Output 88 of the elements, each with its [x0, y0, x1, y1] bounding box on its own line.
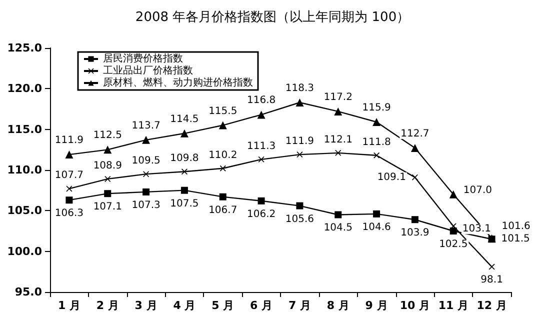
point — [180, 129, 188, 138]
point — [450, 228, 457, 234]
legend-label: 原材料、燃料、动力购进价格指数 — [103, 76, 253, 88]
point — [449, 190, 458, 198]
x-tick-label: 6 月 — [250, 299, 273, 312]
point — [258, 197, 265, 204]
data-label: 102.5 — [439, 239, 468, 250]
x-tick-label: 11 月 — [438, 299, 468, 312]
data-label: 115.9 — [362, 102, 391, 114]
data-label: 104.5 — [324, 222, 352, 234]
y-tick-label: 115.0 — [7, 122, 42, 136]
point — [220, 165, 226, 172]
point — [104, 146, 112, 154]
point — [296, 98, 304, 106]
point — [142, 136, 150, 144]
point — [411, 216, 418, 224]
point — [334, 211, 342, 218]
legend-label: 工业品出厂价格指数 — [103, 64, 193, 76]
x-tick-label: 9 月 — [365, 299, 388, 312]
x-tick-label: 4 月 — [173, 299, 196, 312]
legend-label: 居民消费价格指数 — [103, 52, 183, 64]
y-tick-label: 95.0 — [14, 286, 42, 298]
data-label: 116.8 — [246, 95, 276, 106]
data-label: 101.6 — [502, 220, 530, 232]
data-label: 112.5 — [93, 130, 122, 142]
point — [104, 176, 111, 182]
point — [104, 190, 112, 198]
data-label: 98.1 — [480, 274, 503, 286]
point — [257, 110, 266, 119]
data-label: 110.2 — [208, 150, 238, 161]
x-tick-label: 1 月 — [58, 299, 80, 312]
point — [334, 107, 342, 116]
data-label: 117.2 — [324, 92, 352, 103]
x-tick-label: 12 月 — [476, 299, 507, 312]
data-label: 106.3 — [54, 208, 84, 220]
point — [218, 121, 227, 130]
data-label: 101.5 — [501, 234, 530, 245]
chart-title: 2008 年各月价格指数图（以上年同期为 100） — [135, 10, 410, 25]
point — [66, 186, 72, 192]
point — [410, 144, 419, 152]
data-label: 106.7 — [208, 204, 238, 216]
y-tick-label: 105.0 — [7, 204, 42, 218]
data-label: 114.5 — [170, 114, 199, 125]
data-label: 103.9 — [400, 228, 430, 239]
data-label: 103.1 — [462, 224, 492, 235]
data-label: 109.8 — [170, 153, 199, 164]
data-label: 112.7 — [400, 128, 430, 140]
point — [488, 264, 495, 270]
data-label: 111.8 — [362, 136, 391, 148]
point — [219, 193, 226, 200]
data-label: 118.3 — [285, 82, 314, 94]
y-tick-label: 125.0 — [7, 42, 42, 54]
y-tick-label: 100.0 — [7, 244, 42, 258]
x-tick-label: 3 月 — [134, 299, 158, 312]
y-tick-label: 110.0 — [7, 164, 42, 176]
x-tick-label: 10 月 — [400, 299, 430, 312]
data-label: 105.6 — [285, 214, 314, 225]
data-label: 108.9 — [93, 160, 122, 172]
data-label: 104.6 — [362, 222, 391, 233]
x-tick-label: 5 月 — [212, 299, 234, 312]
point — [372, 118, 381, 126]
data-label: 109.5 — [132, 156, 160, 167]
x-tick-label: 7 月 — [288, 299, 311, 312]
x-tick-label: 8 月 — [326, 299, 350, 312]
data-label: 111.9 — [54, 135, 84, 146]
y-tick-label: 120.0 — [7, 82, 42, 96]
data-label: 115.5 — [208, 106, 238, 117]
x-tick-label: 2 月 — [96, 299, 119, 312]
data-label: 107.0 — [463, 184, 492, 196]
point — [143, 171, 150, 178]
point — [335, 150, 342, 156]
point — [373, 210, 380, 218]
point — [180, 186, 188, 194]
data-label: 107.7 — [54, 170, 84, 182]
point — [296, 202, 304, 210]
data-label: 107.5 — [170, 198, 199, 210]
data-label: 106.2 — [246, 208, 276, 220]
point — [65, 150, 74, 159]
data-label: 107.1 — [93, 202, 122, 213]
point — [66, 196, 73, 204]
data-label: 107.3 — [132, 200, 160, 211]
point — [181, 168, 188, 175]
data-label: 109.1 — [377, 172, 406, 183]
data-label: 111.9 — [285, 136, 314, 148]
data-label: 113.7 — [132, 120, 160, 132]
data-label: 111.3 — [246, 140, 276, 152]
data-label: 112.1 — [324, 134, 352, 146]
point — [142, 188, 150, 196]
